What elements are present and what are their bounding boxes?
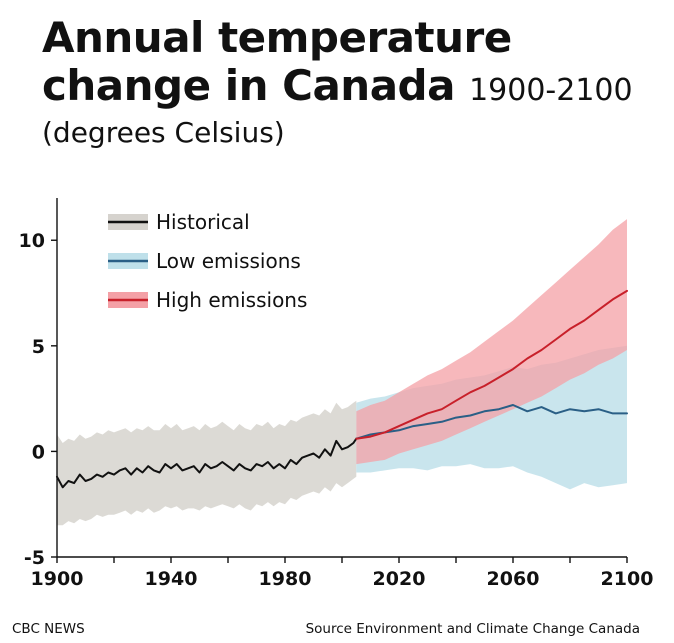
low-emissions-legend-label: Low emissions bbox=[156, 249, 301, 273]
historical-band bbox=[57, 400, 357, 526]
high-emissions-line bbox=[355, 289, 628, 440]
y-tick-label: -5 bbox=[24, 547, 45, 569]
low-emissions-line bbox=[355, 404, 628, 440]
chart-title-year-span: 1900-2100 bbox=[469, 73, 633, 108]
y-tick-label: 5 bbox=[32, 336, 45, 358]
y-tick-label: 0 bbox=[32, 441, 45, 463]
x-tick-label: 1900 bbox=[31, 568, 84, 590]
title-block: Annual temperature change in Canada 1900… bbox=[42, 14, 662, 151]
uncertainty-bands bbox=[57, 219, 627, 526]
high-emissions-legend-label: High emissions bbox=[156, 288, 307, 312]
footer-source: Source Environment and Climate Change Ca… bbox=[305, 621, 640, 637]
footer-brand: CBC NEWS bbox=[12, 621, 85, 637]
x-tick-label: 2020 bbox=[373, 568, 426, 590]
high-emissions-band bbox=[356, 219, 627, 465]
historical-line bbox=[56, 437, 358, 489]
axes: -5 0 5 10 1900 1940 1980 2020 2060 2100 bbox=[19, 198, 654, 590]
y-tick-label: 10 bbox=[19, 230, 45, 252]
chart-subtitle: (degrees Celsius) bbox=[42, 116, 285, 149]
series-lines bbox=[56, 289, 628, 489]
temperature-chart: -5 0 5 10 1900 1940 1980 2020 2060 2100 Historica… bbox=[19, 198, 654, 590]
chart-title-line-2: change in Canada 1900-2100 bbox=[42, 62, 662, 115]
x-tick-label: 1980 bbox=[259, 568, 312, 590]
historical-legend-label: Historical bbox=[156, 210, 250, 234]
x-tick-label: 2100 bbox=[601, 568, 654, 590]
x-tick-label: 2060 bbox=[487, 568, 540, 590]
x-tick-label: 1940 bbox=[145, 568, 198, 590]
legend: Historical Low emissions High emissions bbox=[108, 210, 307, 312]
chart-title-main: change in Canada bbox=[42, 61, 455, 110]
chart-title-line-1: Annual temperature bbox=[42, 13, 512, 62]
